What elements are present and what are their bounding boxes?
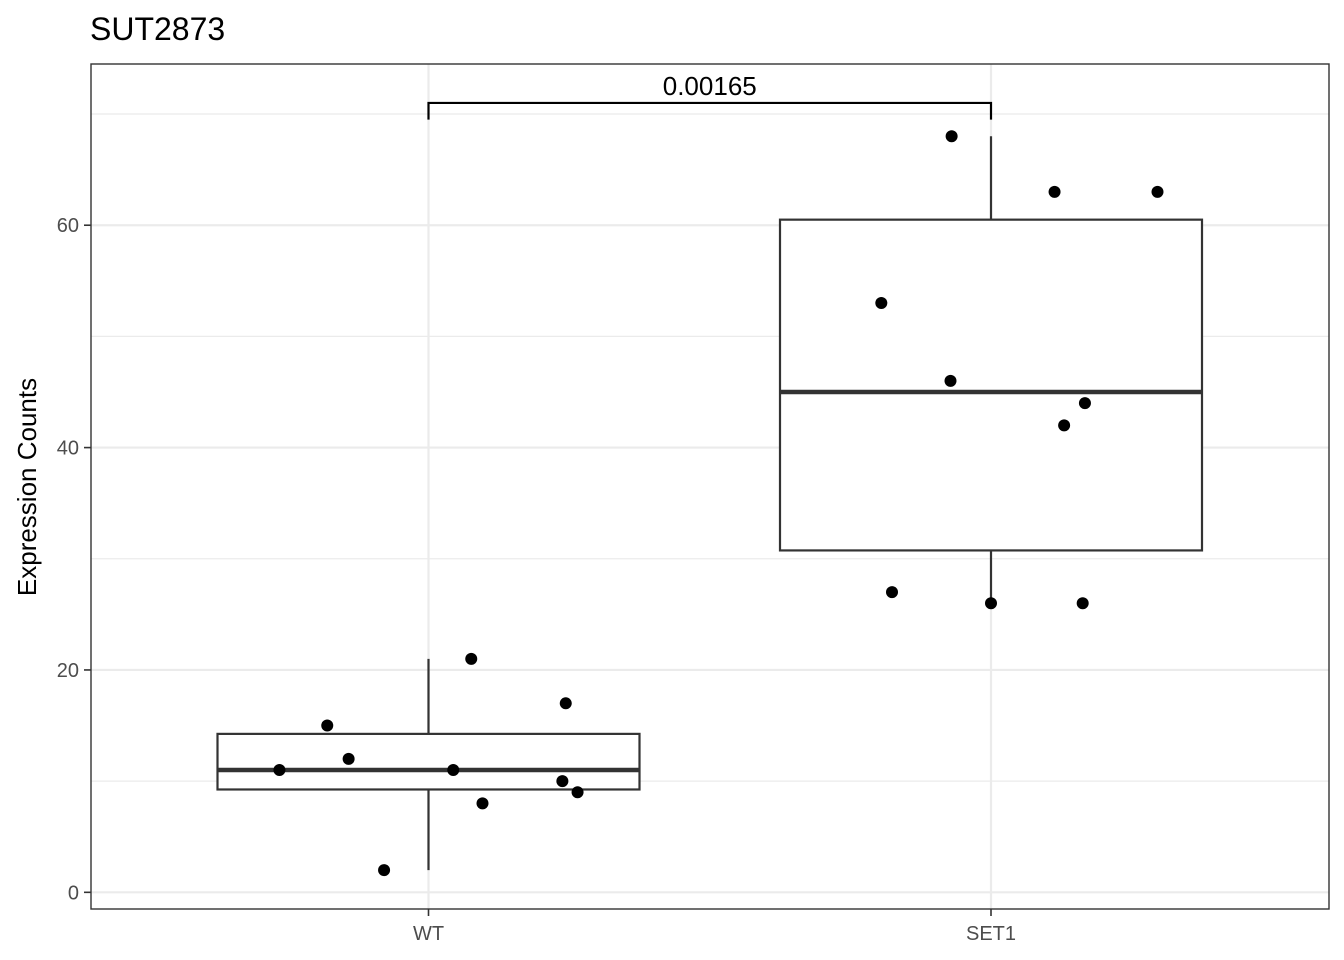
boxplot-wt xyxy=(216,658,641,871)
y-axis-label: Expression Counts xyxy=(12,378,42,596)
x-tick-label: SET1 xyxy=(966,923,1016,945)
significance-bracket-group: 0.00165 xyxy=(427,71,993,120)
data-point xyxy=(1078,397,1091,410)
boxplot-set1 xyxy=(778,136,1204,604)
data-point xyxy=(1151,185,1164,198)
data-point xyxy=(465,652,478,665)
data-point xyxy=(1058,419,1071,432)
data-point xyxy=(273,764,286,777)
y-tick-label: 40 xyxy=(57,438,79,460)
data-points xyxy=(273,130,1164,877)
data-point xyxy=(886,586,898,599)
data-point xyxy=(342,752,355,765)
data-point xyxy=(447,764,460,777)
boxplots xyxy=(216,136,1204,871)
box-iqr xyxy=(778,218,1204,552)
box-iqr xyxy=(216,732,641,791)
data-point xyxy=(1048,185,1061,198)
data-point xyxy=(556,775,569,788)
data-point xyxy=(476,797,489,810)
chart-title: SUT2873 xyxy=(90,11,225,47)
data-point xyxy=(559,697,572,710)
y-tick-label: 0 xyxy=(68,882,79,904)
data-point xyxy=(875,297,888,310)
data-point xyxy=(378,864,391,877)
x-tick-label: WT xyxy=(413,923,444,945)
data-point xyxy=(944,374,957,387)
data-point xyxy=(985,597,997,610)
data-point xyxy=(1076,597,1089,610)
data-point xyxy=(945,130,958,143)
y-tick-label: 60 xyxy=(57,215,79,237)
x-axis: WT SET1 xyxy=(413,909,1016,945)
data-point xyxy=(321,719,334,732)
y-axis: 0 20 40 60 xyxy=(57,215,91,904)
significance-label: 0.00165 xyxy=(663,71,757,101)
plot-panel-border xyxy=(90,63,1330,910)
significance-bracket xyxy=(427,101,993,120)
y-tick-label: 20 xyxy=(57,660,79,682)
data-point xyxy=(571,786,584,799)
